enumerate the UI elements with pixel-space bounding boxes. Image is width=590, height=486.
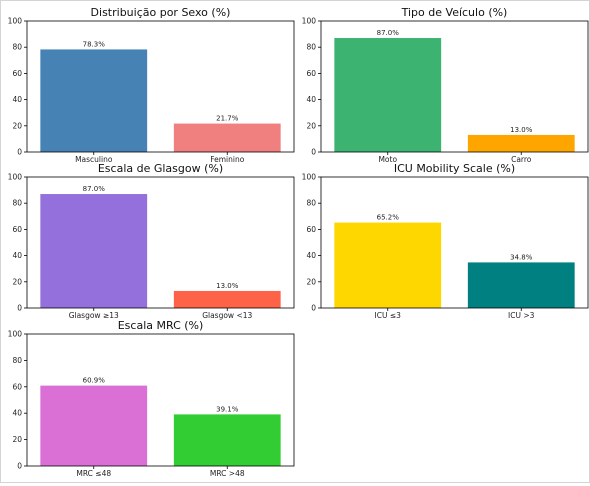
y-tick-label: 100	[302, 17, 317, 26]
y-tick-label: 100	[8, 330, 23, 339]
x-tick-label: Glasgow ≥13	[69, 311, 119, 320]
plot-area-frame	[26, 176, 295, 309]
bar-moto	[334, 38, 442, 152]
y-tick-label: 20	[12, 121, 22, 130]
y-tick-label: 80	[306, 43, 316, 52]
chart-title: ICU Mobility Scale (%)	[394, 162, 515, 175]
y-tick-label: 80	[12, 356, 22, 365]
chart-title: Escala MRC (%)	[118, 319, 204, 332]
y-tick-label: 20	[306, 121, 316, 130]
plot-area-frame	[26, 20, 295, 153]
y-tick-label: 60	[306, 69, 316, 78]
bar-mrc-48	[173, 414, 281, 466]
plot-area-frame	[320, 20, 589, 153]
y-tick-label: 0	[17, 462, 22, 471]
x-tick-label: Glasgow <13	[202, 311, 252, 320]
y-tick-label: 80	[12, 199, 22, 208]
y-tick-label: 40	[12, 95, 22, 104]
bar-value-label: 39.1%	[216, 405, 239, 413]
bar-masculino	[40, 49, 148, 152]
chart-title: Escala de Glasgow (%)	[98, 162, 223, 175]
bar-value-label: 87.0%	[83, 185, 106, 193]
bar-icu-3	[334, 222, 442, 308]
bar-mrc-48	[40, 385, 148, 466]
plot-area-frame	[26, 333, 295, 467]
bar-value-label: 65.2%	[377, 214, 400, 222]
y-tick-label: 80	[12, 43, 22, 52]
bar-icu-3	[467, 262, 575, 308]
chart-title: Tipo de Veículo (%)	[401, 6, 508, 19]
y-tick-label: 0	[17, 148, 22, 157]
plot-area-frame	[320, 176, 589, 309]
x-tick-label: MRC ≤48	[76, 469, 111, 478]
y-tick-label: 60	[12, 225, 22, 234]
chart-panel-escala-de-glasgow: Escala de Glasgow (%) 87.0% Glasgow ≥13 13.…	[8, 162, 295, 320]
y-tick-label: 20	[306, 277, 316, 286]
y-tick-label: 40	[306, 95, 316, 104]
x-tick-label: Moto	[378, 155, 397, 164]
y-tick-label: 40	[12, 409, 22, 418]
bar-value-label: 13.0%	[510, 126, 533, 134]
x-tick-label: ICU >3	[508, 311, 535, 320]
x-tick-label: Feminino	[210, 155, 244, 164]
chart-panel-tipo-de-veiculo: Tipo de Veículo (%) 87.0% Moto 13.0% Carro 0 2…	[302, 6, 589, 164]
bar-feminino	[173, 123, 281, 152]
y-tick-label: 60	[12, 382, 22, 391]
y-tick-label: 20	[12, 277, 22, 286]
x-tick-label: Carro	[511, 155, 532, 164]
y-tick-label: 100	[8, 17, 23, 26]
y-tick-label: 60	[12, 69, 22, 78]
y-tick-label: 60	[306, 225, 316, 234]
bar-carro	[467, 134, 575, 152]
y-tick-label: 0	[17, 304, 22, 313]
bar-value-label: 13.0%	[216, 282, 239, 290]
bar-glasgow-13	[40, 194, 148, 308]
chart-title: Distribuição por Sexo (%)	[91, 6, 231, 19]
x-tick-label: MRC >48	[210, 469, 245, 478]
y-tick-label: 40	[12, 251, 22, 260]
chart-panel-distribuicao-por-sexo: Distribuição por Sexo (%) 78.3% Masculino 2…	[8, 6, 295, 164]
bar-value-label: 21.7%	[216, 115, 239, 123]
y-tick-label: 20	[12, 435, 22, 444]
bar-value-label: 87.0%	[377, 29, 400, 37]
bar-glasgow-13	[173, 290, 281, 308]
x-tick-label: ICU ≤3	[375, 311, 402, 320]
y-tick-label: 40	[306, 251, 316, 260]
y-tick-label: 0	[311, 148, 316, 157]
chart-panel-icu-mobility-scale: ICU Mobility Scale (%) 65.2% ICU ≤3 34.8% IC…	[302, 162, 589, 320]
bar-value-label: 34.8%	[510, 253, 533, 261]
y-tick-label: 100	[302, 173, 317, 182]
y-tick-label: 80	[306, 199, 316, 208]
x-tick-label: Masculino	[75, 155, 113, 164]
y-tick-label: 0	[311, 304, 316, 313]
bar-value-label: 60.9%	[83, 377, 106, 385]
bar-value-label: 78.3%	[83, 40, 106, 48]
y-tick-label: 100	[8, 173, 23, 182]
chart-panel-escala-mrc: Escala MRC (%) 60.9% MRC ≤48 39.1% MRC >48 0 2…	[8, 319, 295, 478]
